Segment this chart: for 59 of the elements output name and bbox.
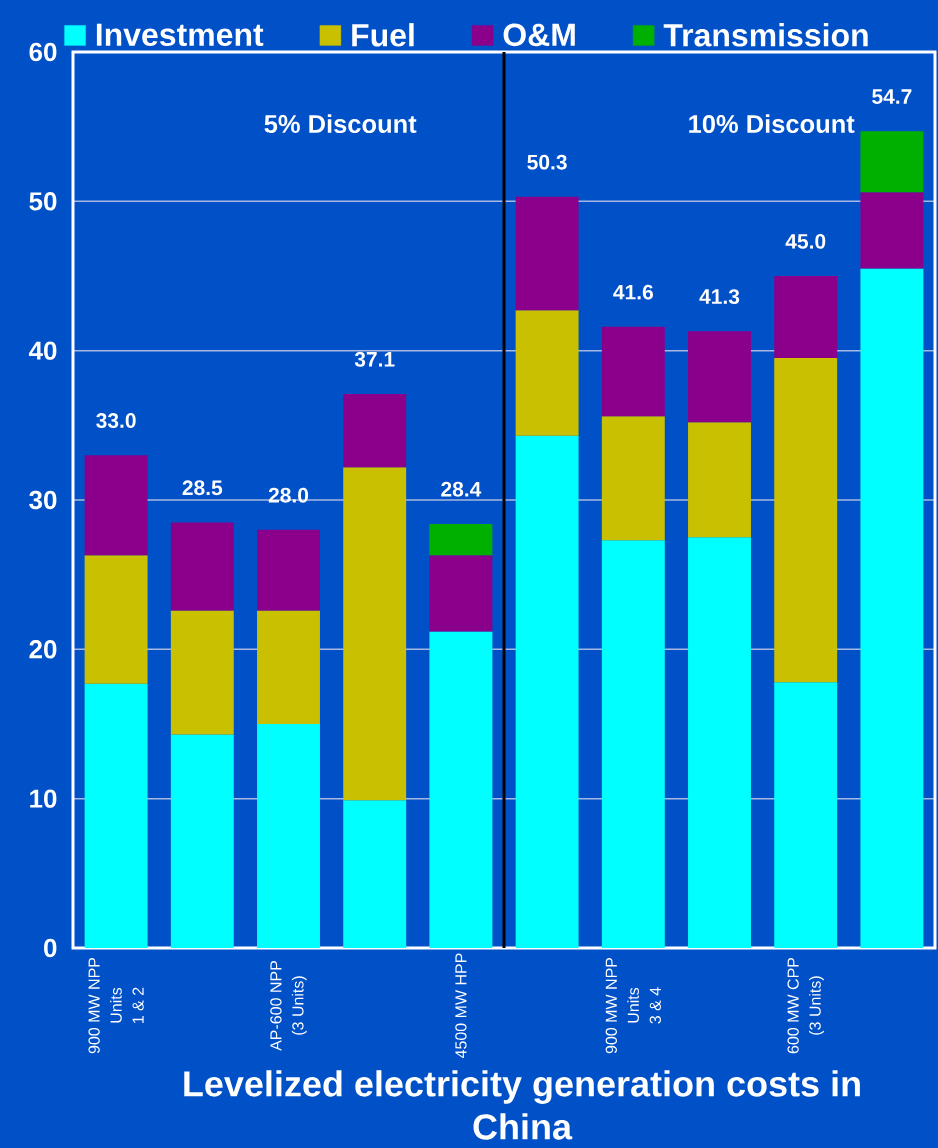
total-label: 37.1 <box>354 351 395 367</box>
y-tick-label: 10 <box>30 789 57 808</box>
bar <box>84 555 148 684</box>
total-label: 41.3 <box>699 289 740 305</box>
bar <box>860 192 924 269</box>
bar <box>860 131 924 193</box>
total-label: 28.0 <box>268 487 309 503</box>
bar <box>343 467 407 801</box>
bar <box>170 734 234 948</box>
y-tick-label: 60 <box>29 42 57 62</box>
total-label: 28.5 <box>182 480 223 496</box>
bar <box>257 529 320 611</box>
bar <box>170 522 234 611</box>
legend-label: Fuel <box>352 23 414 47</box>
x-tick-label: 900 MW NPP Units 1 & 2 <box>88 957 144 1054</box>
text: Levelized electricity generation costs in China <box>184 1070 860 1140</box>
annotation: 5% Discount <box>264 114 417 134</box>
bar <box>774 358 838 683</box>
y-tick-label: 20 <box>29 640 57 659</box>
legend-label: O&M <box>503 23 575 47</box>
bar <box>429 631 493 948</box>
bar <box>515 435 579 948</box>
bar <box>515 196 579 311</box>
total-label: 33.0 <box>96 413 136 428</box>
bar <box>343 393 407 468</box>
bar <box>515 310 579 436</box>
bar <box>429 555 493 632</box>
bar <box>688 422 751 538</box>
x-tick-label: 4500 MW HPP <box>455 953 467 1059</box>
total-label: 45.0 <box>785 233 826 249</box>
total-label: 41.6 <box>613 284 653 300</box>
bar <box>257 723 320 948</box>
y-tick-label: 0 <box>44 938 57 958</box>
x-tick-label: 900 MW NPP Units 3 & 4 <box>605 957 661 1054</box>
y-tick-label: 30 <box>29 490 57 510</box>
bar <box>601 416 665 541</box>
bar <box>601 326 665 417</box>
legend-label: Investment <box>96 23 264 47</box>
y-tick-label: 40 <box>28 341 57 360</box>
legend-label: Transmission <box>663 23 868 47</box>
bar <box>343 800 407 948</box>
bar <box>429 523 493 556</box>
x-tick-label: 600 MW CPP (3 Units) <box>787 957 824 1054</box>
bar <box>84 683 148 948</box>
y-tick-label: 50 <box>29 192 57 211</box>
x-tick-label: AP-600 NPP (3 Units) <box>270 961 307 1051</box>
bar <box>860 268 924 948</box>
bar <box>170 610 234 735</box>
annotation: 10% Discount <box>689 114 855 134</box>
total-label: 54.7 <box>872 89 912 104</box>
total-label: 50.3 <box>527 154 567 170</box>
bar <box>774 682 838 948</box>
bar <box>688 331 751 423</box>
bar <box>774 275 838 359</box>
bar <box>688 537 751 948</box>
total-label: 28.4 <box>441 481 482 497</box>
bar <box>601 540 665 948</box>
bar <box>257 610 320 724</box>
bar <box>84 455 148 556</box>
